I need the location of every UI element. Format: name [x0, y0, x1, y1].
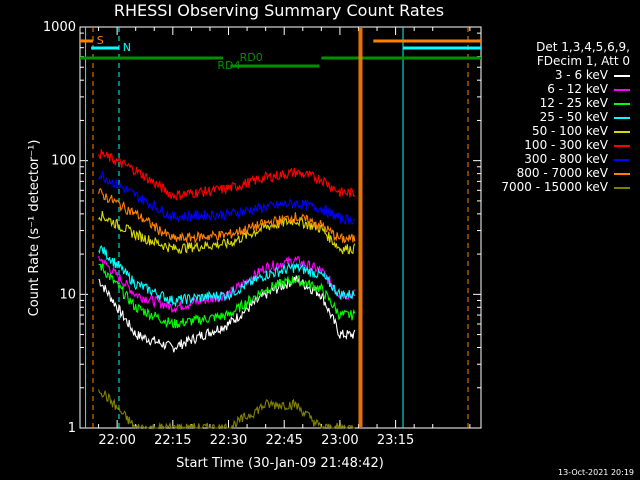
legend-entry: 300 - 800 keV: [470, 152, 630, 166]
x-tick-label: 22:45: [265, 433, 302, 448]
legend: Det 1,3,4,5,6,9, FDecim 1, Att 0 3 - 6 k…: [470, 40, 630, 194]
legend-swatch: [614, 173, 630, 175]
legend-entry: 7000 - 15000 keV: [470, 180, 630, 194]
plot-frame: [79, 26, 482, 429]
x-tick-label: 22:30: [210, 433, 247, 448]
rd0-label: RD0: [240, 51, 263, 64]
saa-orange-band: [358, 28, 363, 427]
legend-entry: 12 - 25 keV: [470, 96, 630, 110]
data-series: [98, 149, 356, 431]
legend-label: 50 - 100 keV: [531, 124, 608, 138]
s-label: S: [97, 34, 104, 47]
series-line: [98, 211, 356, 255]
x-axis-label: Start Time (30-Jan-09 21:48:42): [176, 456, 384, 471]
series-line: [98, 275, 356, 353]
legend-entry: 800 - 7000 keV: [470, 166, 630, 180]
legend-entry: 6 - 12 keV: [470, 82, 630, 96]
legend-label: 25 - 50 keV: [539, 110, 608, 124]
legend-entry: 100 - 300 keV: [470, 138, 630, 152]
y-axis-label: Count Rate (s⁻¹ detector⁻¹): [27, 140, 42, 317]
x-tick-label: 23:00: [321, 433, 358, 448]
x-tick-label: 23:15: [377, 433, 414, 448]
x-tick-label: 22:00: [98, 433, 135, 448]
x-tick-label: 22:15: [154, 433, 191, 448]
legend-swatch: [614, 159, 630, 161]
chart-title: RHESSI Observing Summary Count Rates: [114, 1, 444, 20]
y-tick-label: 1000: [43, 20, 76, 35]
legend-swatch: [614, 89, 630, 91]
series-line: [98, 263, 356, 329]
series-line: [98, 245, 356, 308]
legend-swatch: [614, 103, 630, 105]
legend-label: 7000 - 15000 keV: [501, 180, 608, 194]
legend-label: 100 - 300 keV: [524, 138, 608, 152]
n-label: N: [123, 41, 131, 54]
legend-entry: 25 - 50 keV: [470, 110, 630, 124]
legend-label: 300 - 800 keV: [524, 152, 608, 166]
legend-label: 12 - 25 keV: [539, 96, 608, 110]
y-tick-label: 100: [51, 154, 76, 169]
series-line: [98, 187, 356, 245]
legend-swatch: [614, 131, 630, 133]
legend-label: 6 - 12 keV: [547, 82, 608, 96]
legend-header-2: FDecim 1, Att 0: [536, 54, 630, 68]
series-line: [98, 149, 356, 201]
y-axis: 1 10 100 1000: [43, 20, 481, 436]
legend-entry: 50 - 100 keV: [470, 124, 630, 138]
series-line: [98, 170, 356, 226]
x-axis: 22:00 22:15 22:30 22:45 23:00 23:15: [98, 27, 471, 448]
legend-label: 800 - 7000 keV: [516, 166, 608, 180]
legend-header-1: Det 1,3,4,5,6,9,: [536, 40, 630, 54]
legend-swatch: [614, 145, 630, 147]
y-tick-label: 1: [68, 421, 76, 436]
legend-entry: 3 - 6 keV: [470, 68, 630, 82]
legend-swatch: [614, 187, 630, 189]
series-line: [98, 389, 355, 431]
legend-label: 3 - 6 keV: [554, 68, 608, 82]
y-tick-label: 10: [59, 287, 76, 302]
legend-swatch: [614, 117, 630, 119]
footer-timestamp: 13-Oct-2021 20:19: [558, 468, 634, 477]
rd4-label: RD4: [217, 59, 240, 72]
legend-swatch: [614, 75, 630, 77]
